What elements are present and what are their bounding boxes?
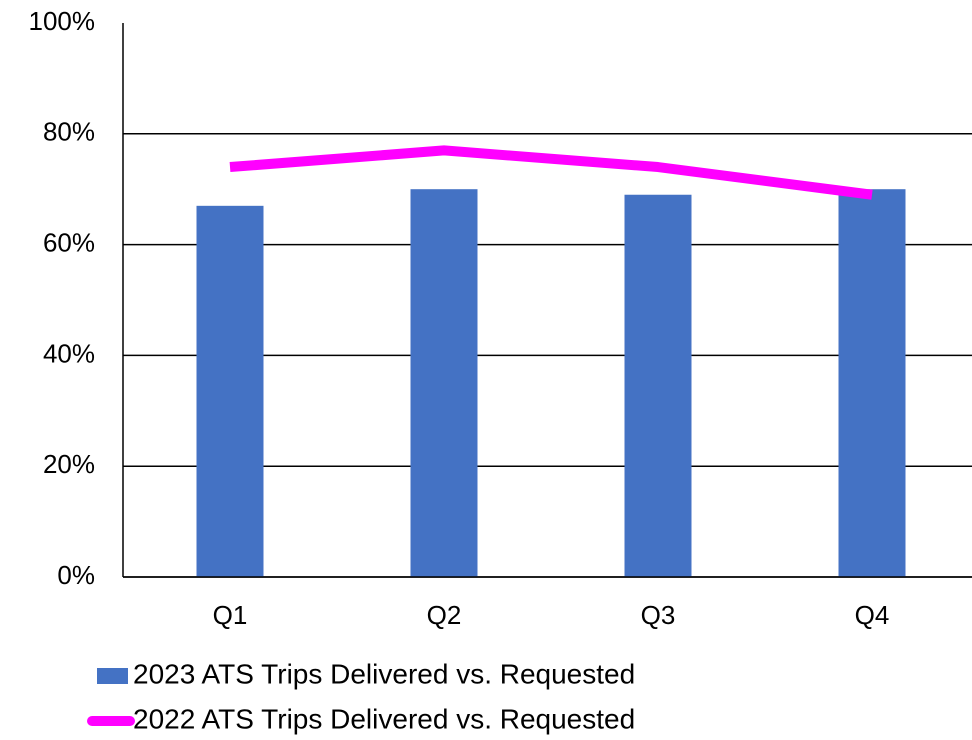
bar xyxy=(838,189,906,577)
line xyxy=(229,145,873,200)
x-tick-label: Q3 xyxy=(641,600,676,630)
y-tick-label: 100% xyxy=(29,6,96,36)
y-tick-label: 40% xyxy=(43,338,95,368)
y-tick-label: 60% xyxy=(43,227,95,257)
bar xyxy=(624,194,692,578)
bar xyxy=(410,189,478,577)
legend-swatch xyxy=(97,668,128,684)
y-tick-label: 0% xyxy=(57,560,95,590)
x-tick-label: Q4 xyxy=(855,600,890,630)
y-tick-label: 20% xyxy=(43,449,95,479)
legend-label: 2022 ATS Trips Delivered vs. Requested xyxy=(133,703,635,734)
y-tick-label: 80% xyxy=(43,117,95,147)
legend-label: 2023 ATS Trips Delivered vs. Requested xyxy=(133,658,635,689)
x-tick-label: Q2 xyxy=(427,600,462,630)
x-tick-label: Q1 xyxy=(213,600,248,630)
bar xyxy=(196,205,264,577)
